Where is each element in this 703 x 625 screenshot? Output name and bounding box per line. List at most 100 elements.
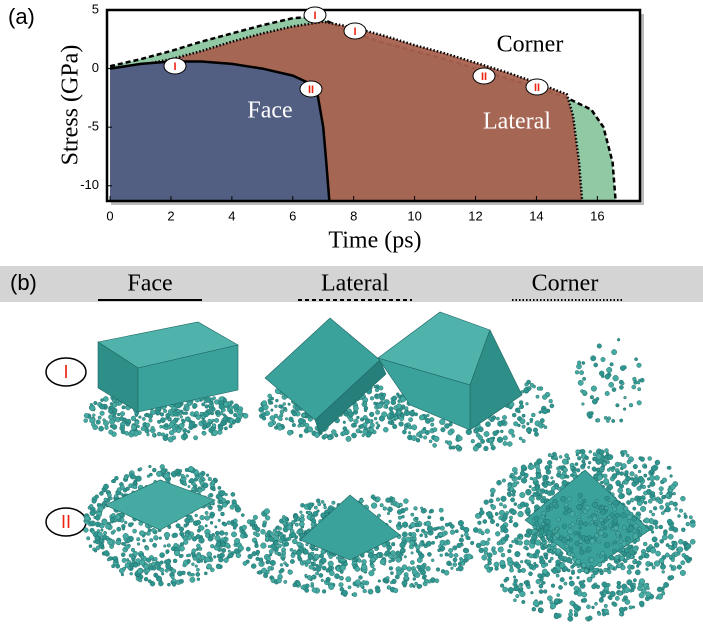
atom — [228, 409, 234, 415]
atom — [396, 403, 402, 409]
atom — [669, 500, 674, 506]
atom — [241, 524, 247, 531]
atom — [423, 578, 429, 584]
atom — [587, 515, 591, 519]
atom — [541, 423, 545, 428]
atom — [661, 570, 665, 574]
atom — [617, 563, 623, 569]
atom — [390, 550, 396, 556]
x-tick-label: 16 — [590, 208, 604, 223]
atom — [518, 400, 524, 405]
atom — [320, 557, 327, 564]
atom — [178, 411, 183, 416]
atom — [253, 531, 258, 536]
atom — [218, 403, 225, 410]
atom — [584, 455, 589, 461]
annotation-marker — [525, 78, 549, 96]
atom — [187, 485, 191, 489]
atom — [617, 548, 623, 553]
atom — [603, 478, 610, 485]
atom — [112, 529, 116, 533]
atom — [103, 420, 110, 427]
atom — [661, 511, 665, 515]
x-tick-label: 10 — [407, 208, 421, 223]
atom — [626, 488, 632, 494]
atom — [513, 522, 519, 528]
atom — [160, 432, 166, 437]
atom — [568, 576, 573, 580]
atom — [551, 551, 555, 555]
atom — [483, 499, 489, 505]
atom — [280, 423, 284, 427]
atom — [163, 544, 167, 548]
atom — [553, 613, 560, 620]
atom — [396, 392, 400, 396]
atom — [260, 529, 266, 535]
atom — [643, 500, 648, 505]
atom — [615, 470, 621, 476]
atom — [632, 605, 636, 609]
atom — [579, 546, 583, 550]
atom — [490, 519, 496, 525]
atom — [217, 507, 222, 512]
atom — [282, 521, 287, 526]
atom — [521, 424, 526, 429]
atom — [94, 535, 100, 541]
atom — [539, 525, 543, 529]
atom — [474, 513, 481, 519]
atom — [529, 464, 535, 470]
atom — [140, 426, 146, 431]
atom — [500, 537, 505, 541]
atom — [341, 431, 346, 436]
atom — [601, 374, 605, 378]
atom — [86, 536, 91, 541]
atom — [209, 514, 215, 519]
atom — [502, 504, 507, 509]
atom — [529, 382, 534, 387]
atom — [139, 559, 146, 566]
atom — [538, 589, 544, 594]
atom — [649, 475, 656, 482]
atom — [647, 456, 652, 461]
atom — [160, 468, 167, 474]
atom — [607, 515, 612, 520]
atom — [267, 393, 273, 399]
atom — [201, 430, 207, 436]
atom — [303, 549, 309, 555]
atom — [600, 527, 604, 531]
atom — [112, 414, 116, 418]
atom — [505, 576, 510, 581]
atom — [654, 459, 661, 466]
atom — [496, 416, 500, 421]
atom — [164, 423, 169, 428]
atom — [581, 402, 585, 406]
atom — [408, 431, 412, 435]
atom — [613, 522, 617, 526]
atom — [258, 570, 263, 575]
atom — [508, 428, 515, 435]
atom — [553, 545, 557, 549]
atom — [216, 553, 222, 559]
atom — [98, 425, 104, 432]
atom — [377, 513, 381, 518]
atom — [122, 566, 127, 571]
atom — [519, 418, 526, 425]
atom — [214, 525, 218, 529]
atom — [620, 512, 627, 519]
atom — [328, 554, 333, 559]
atom — [573, 531, 578, 536]
atom — [94, 515, 101, 521]
atom — [431, 558, 435, 562]
atom — [615, 512, 621, 518]
atom — [180, 474, 185, 479]
atom — [511, 474, 515, 479]
atom — [513, 578, 518, 583]
atom — [590, 355, 597, 362]
atom — [600, 480, 604, 485]
atom — [270, 396, 275, 401]
atom — [388, 559, 392, 564]
atom — [99, 403, 105, 410]
atom — [602, 461, 607, 466]
atom — [123, 475, 128, 480]
atom — [405, 536, 412, 543]
